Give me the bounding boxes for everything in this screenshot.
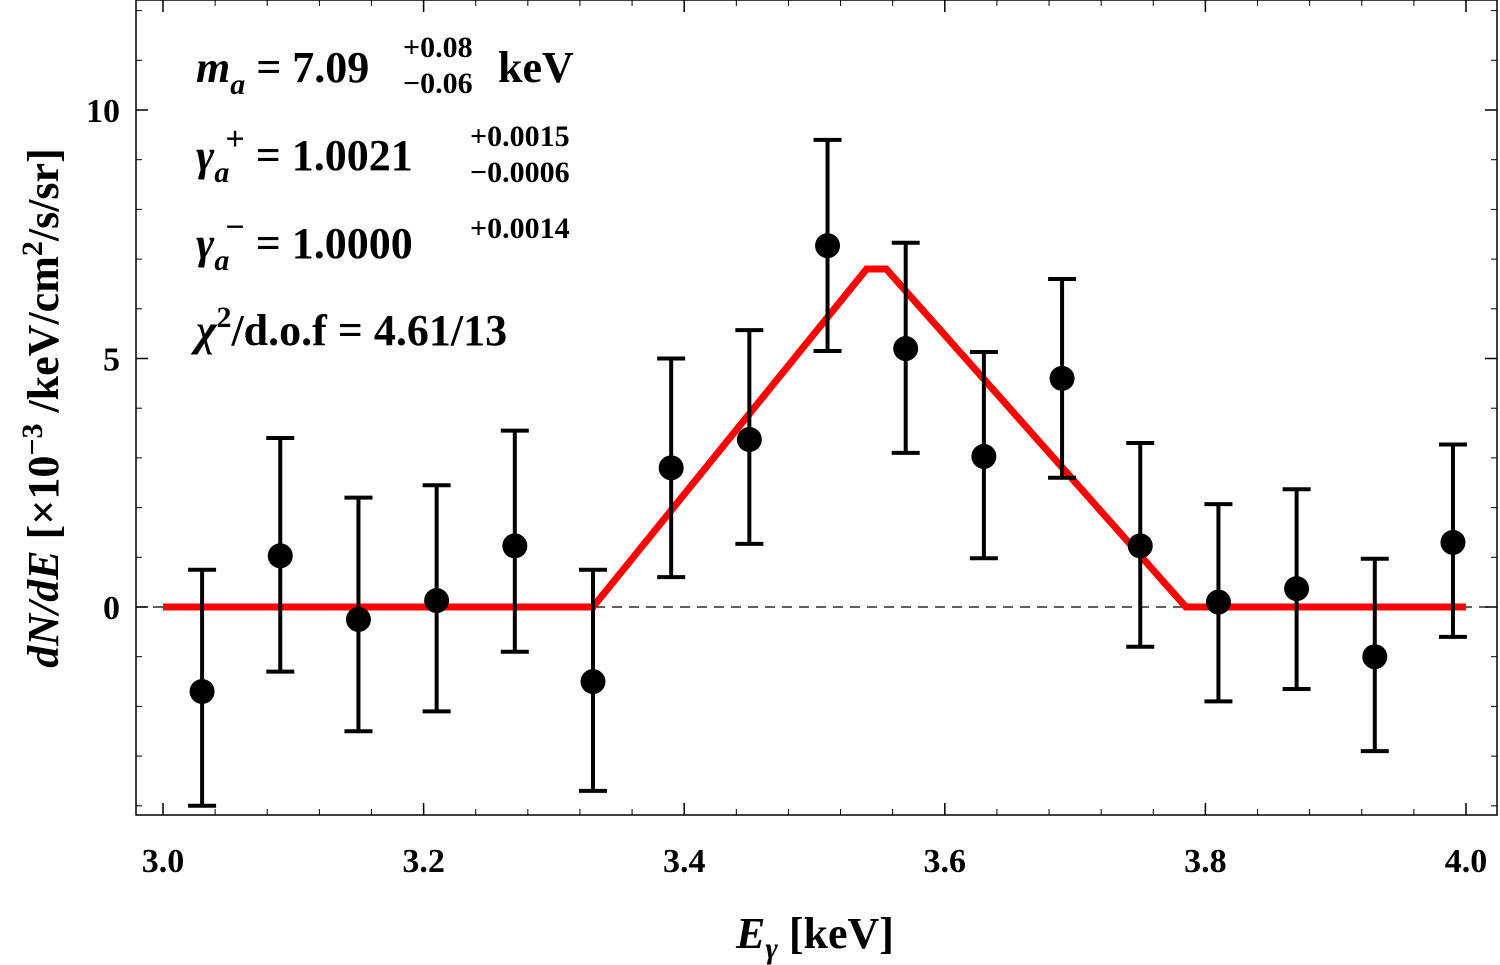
- data-point: [815, 233, 841, 259]
- data-point: [1284, 576, 1310, 602]
- data-point: [1362, 644, 1388, 670]
- annotation-chi2: χ2/d.o.f = 4.61/13: [190, 301, 507, 355]
- x-tick-label: 3.6: [924, 843, 967, 880]
- x-tick-label: 3.0: [142, 843, 185, 880]
- data-point: [1127, 533, 1153, 559]
- x-tick-label: 4.0: [1445, 843, 1488, 880]
- fit-annotations: ma = 7.09 +0.08 −0.06 keV γa+ = 1.0021 +…: [190, 31, 574, 355]
- data-point: [1049, 365, 1075, 391]
- data-point: [345, 606, 371, 632]
- x-axis-title: Eγ [keV]: [735, 909, 894, 965]
- annotation-gamma-minus-upper: +0.0014: [470, 212, 570, 245]
- data-points-group: [188, 137, 1467, 808]
- annotation-mass-unit: keV: [498, 43, 574, 92]
- x-tick-label: 3.4: [663, 843, 706, 880]
- x-tick-label: 3.8: [1184, 843, 1227, 880]
- axis-ticks: 3.0 3.2 3.4 3.6 3.8 4.0 0 5 10: [86, 0, 1497, 880]
- annotation-mass-upper: +0.08: [403, 31, 473, 64]
- annotation-gamma-plus-upper: +0.0015: [470, 120, 570, 153]
- annotation-gamma-minus: γa− = 1.0000: [196, 209, 413, 277]
- annotation-mass: ma = 7.09: [196, 43, 369, 101]
- data-point: [1440, 529, 1466, 555]
- annotation-gamma-plus-lower: −0.0006: [470, 156, 570, 189]
- data-point: [658, 455, 684, 481]
- data-point: [971, 443, 997, 469]
- y-axis-title: dN/dE [×10−3 /keV/cm2/s/sr]: [16, 148, 68, 668]
- x-tick-label: 3.2: [402, 843, 445, 880]
- annotation-gamma-plus: γa+ = 1.0021: [196, 121, 413, 189]
- y-tick-label: 0: [103, 590, 120, 627]
- y-tick-label: 5: [103, 342, 120, 379]
- data-point: [1205, 589, 1231, 615]
- data-point: [580, 669, 606, 695]
- data-point: [189, 678, 215, 704]
- data-point: [424, 588, 450, 614]
- annotation-mass-lower: −0.06: [403, 67, 473, 100]
- data-point: [893, 336, 919, 362]
- data-point: [736, 427, 762, 453]
- plot-frame: [135, 0, 1498, 816]
- y-tick-label: 10: [86, 93, 120, 130]
- data-point: [267, 543, 293, 569]
- fit-line-group: [163, 265, 1466, 611]
- data-point: [502, 533, 528, 559]
- fit-line: [163, 265, 1466, 611]
